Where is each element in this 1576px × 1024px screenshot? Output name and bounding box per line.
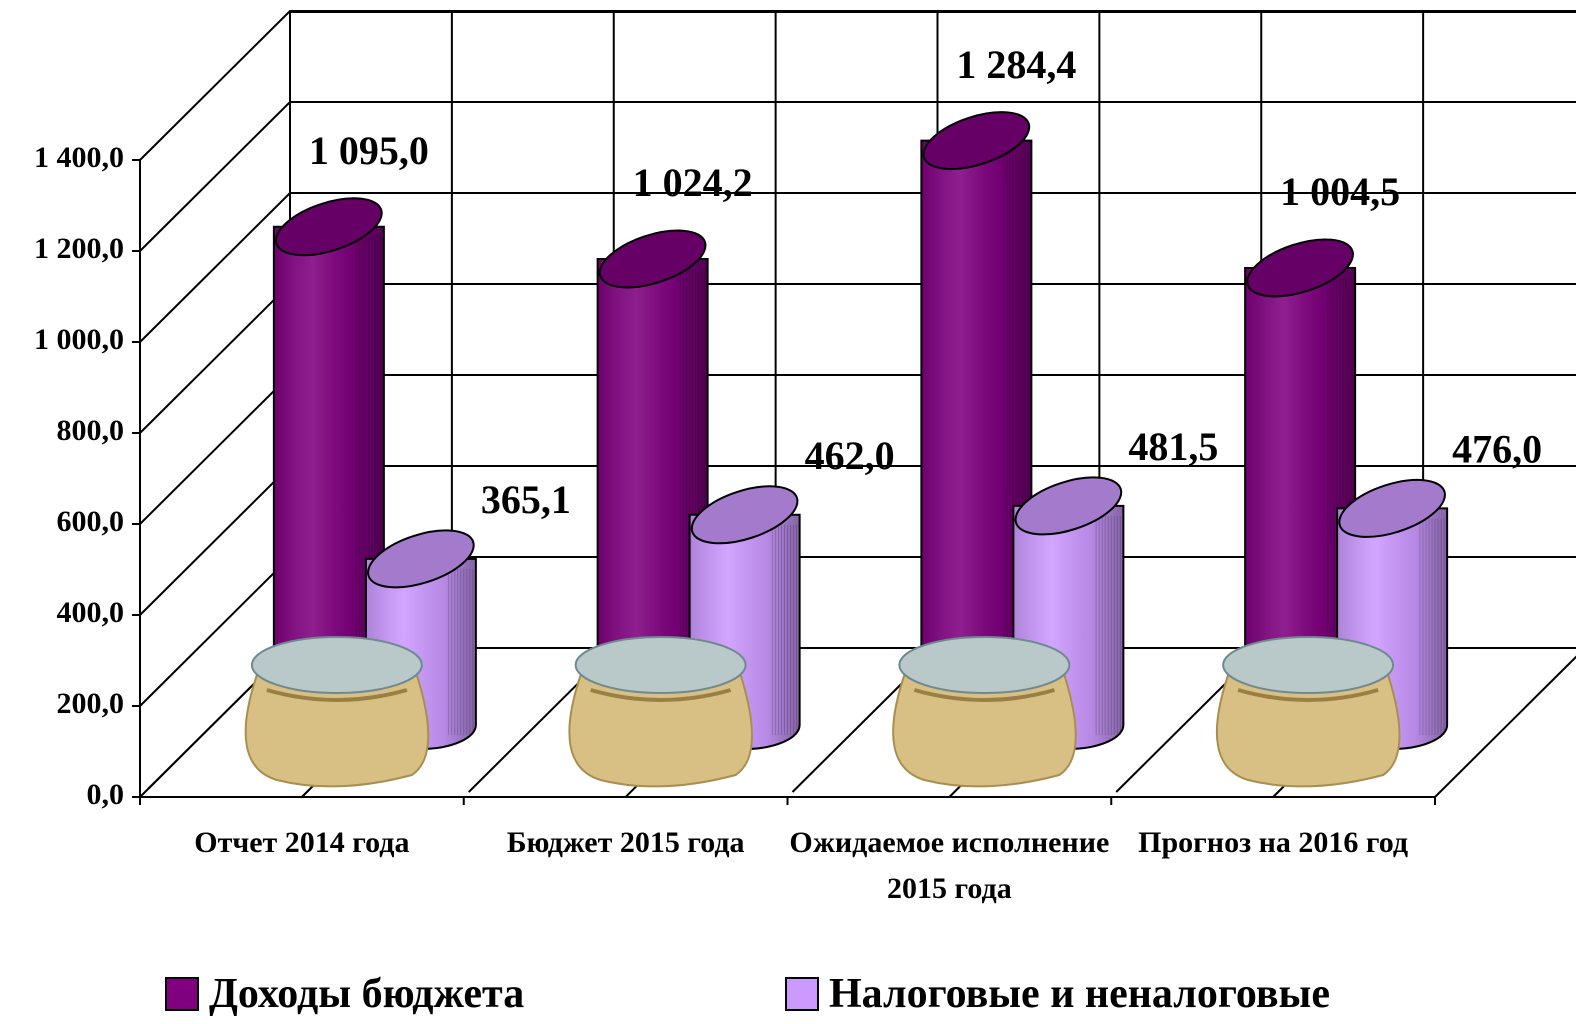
value-label: 1 095,0: [309, 128, 429, 173]
y-tick-label: 400,0: [57, 596, 125, 629]
value-label: 476,0: [1452, 427, 1542, 472]
y-tick-label: 200,0: [57, 687, 125, 720]
bag-money: [1223, 637, 1393, 693]
floor-edge: [1435, 648, 1576, 797]
y-tick-label: 1 000,0: [34, 323, 124, 356]
y-tick-label: 1 400,0: [34, 141, 124, 174]
y-tick-label: 0,0: [87, 778, 125, 811]
legend-item: Доходы бюджета: [165, 970, 524, 1018]
legend-item: Налоговые и неналоговые: [785, 970, 1330, 1018]
value-label: 1 004,5: [1280, 169, 1400, 214]
floor-mid: [949, 785, 961, 797]
bag-money: [899, 637, 1069, 693]
x-tick-label: Бюджет 2015 года: [461, 820, 791, 866]
y-tick-label: 1 200,0: [34, 232, 124, 265]
value-label: 365,1: [481, 477, 571, 522]
value-label: 481,5: [1128, 424, 1218, 469]
legend-label: Налоговые и неналоговые: [829, 970, 1330, 1018]
x-tick-label: Отчет 2014 года: [137, 820, 467, 866]
y-tick-label: 800,0: [57, 414, 125, 447]
value-label: 1 024,2: [633, 160, 753, 205]
value-label: 462,0: [805, 433, 895, 478]
legend-swatch: [785, 977, 819, 1011]
money-bag: [1217, 637, 1400, 786]
y-tick-label: 600,0: [57, 505, 125, 538]
legend-label: Доходы бюджета: [209, 970, 524, 1018]
chart: 0,0 200,0 400,0 600,0 800,0 1 000,0 1 200,0 1 4…: [0, 0, 1576, 1024]
floor-mid: [626, 785, 638, 797]
bag-money: [252, 637, 422, 693]
money-bag: [246, 637, 429, 786]
x-tick-label: Ожидаемое исполнение 2015 года: [784, 820, 1114, 912]
floor-mid: [302, 785, 314, 797]
money-bag: [569, 637, 752, 786]
legend-swatch: [165, 977, 199, 1011]
value-label: 1 284,4: [956, 42, 1076, 87]
floor-mid: [1273, 785, 1285, 797]
x-tick-label: Прогноз на 2016 год: [1108, 820, 1438, 866]
bag-money: [576, 637, 746, 693]
money-bag: [893, 637, 1076, 786]
